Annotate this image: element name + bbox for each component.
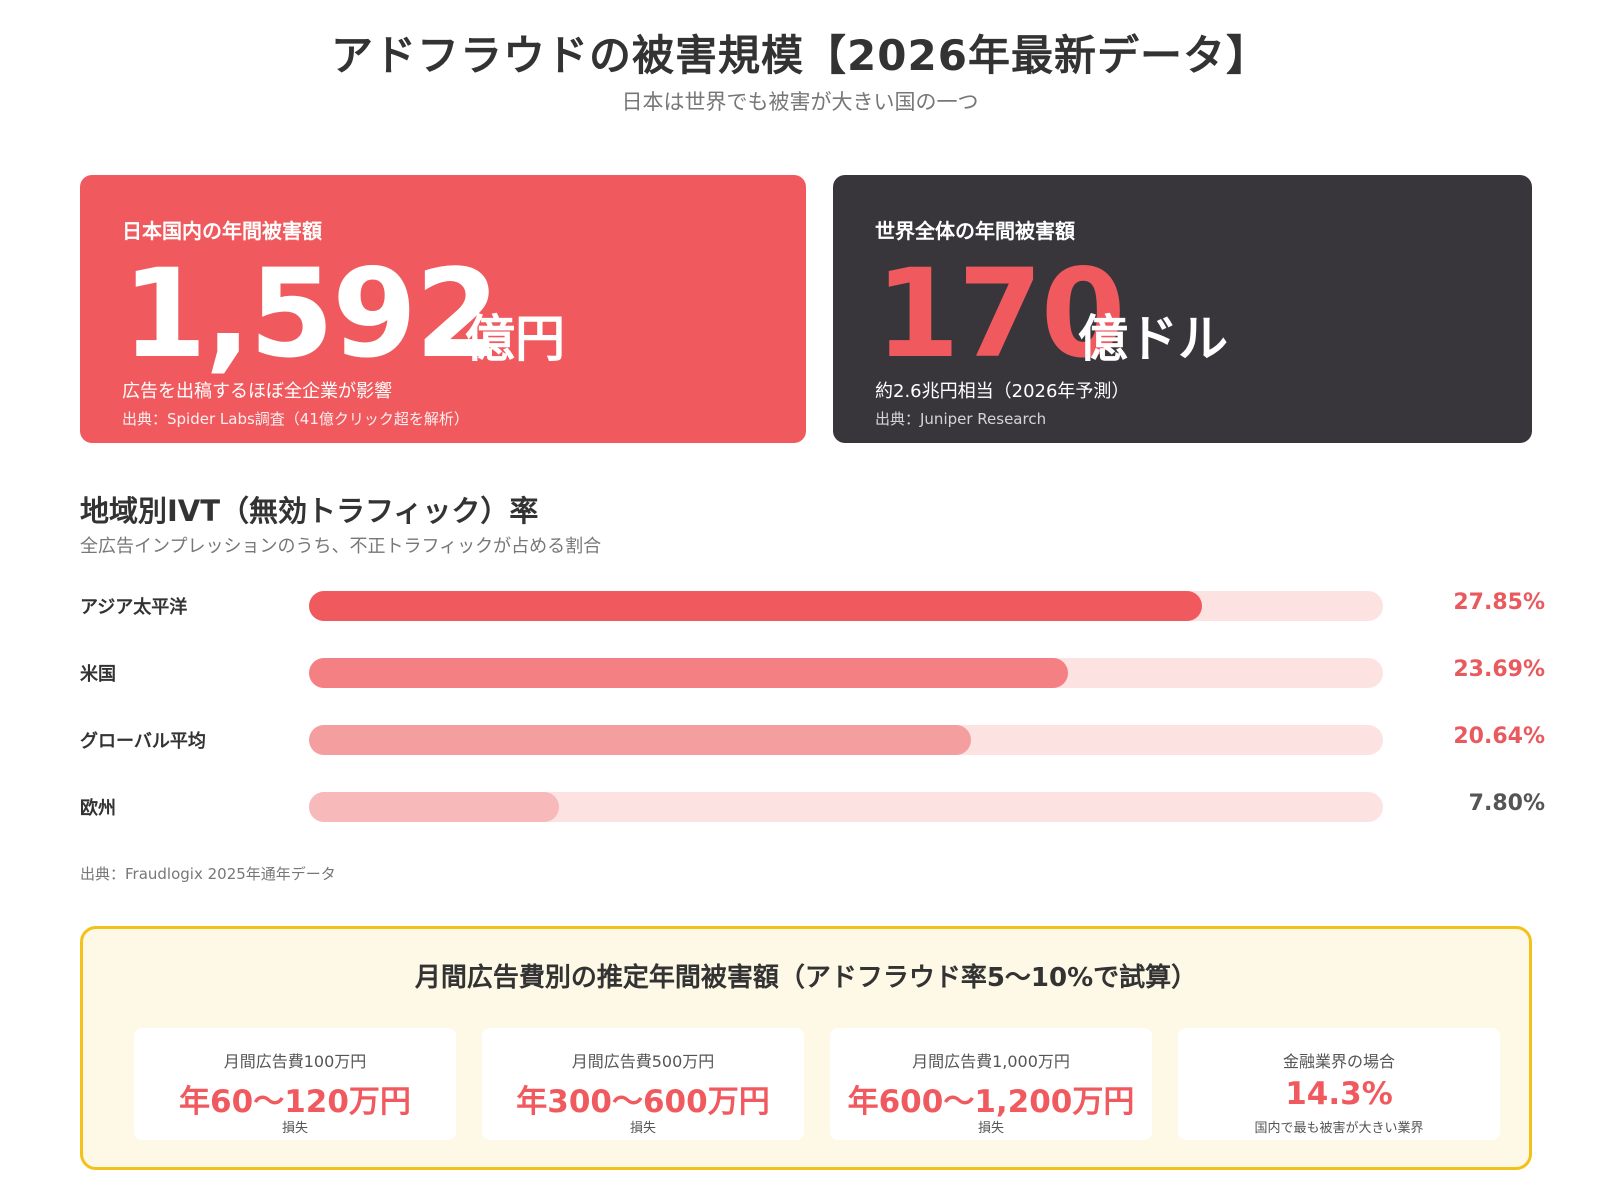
- estimate-card-label: 月間広告費500万円: [571, 1052, 715, 1071]
- world-card-description: 約2.6兆円相当（2026年予測）: [875, 381, 1130, 402]
- bar-value-label: 7.80%: [1468, 791, 1545, 816]
- bar: [309, 725, 971, 755]
- bar-value-label: 23.69%: [1453, 657, 1545, 682]
- estimate-title: 月間広告費別の推定年間被害額（アドフラウド率5〜10%で試算）: [414, 963, 1198, 993]
- estimate-card-label: 金融業界の場合: [1282, 1052, 1395, 1071]
- estimate-card-label: 月間広告費100万円: [223, 1052, 367, 1071]
- bar-label: 欧州: [80, 798, 116, 819]
- bar-track: [309, 725, 1383, 755]
- bar: [309, 591, 1202, 621]
- world-card-label: 世界全体の年間被害額: [875, 219, 1075, 243]
- estimate-card-note: 損失: [629, 1121, 656, 1136]
- estimate-card-value: 年60〜120万円: [179, 1084, 411, 1120]
- estimate-card: 月間広告費500万円 年300〜600万円 損失: [482, 1028, 804, 1140]
- ivt-section-subtitle: 全広告インプレッションのうち、不正トラフィックが占める割合: [80, 536, 602, 557]
- bar-track: [309, 792, 1383, 822]
- world-damage-value: 170: [875, 243, 1126, 385]
- bar: [309, 792, 559, 822]
- japan-card-description: 広告を出稿するほぼ全企業が影響: [122, 381, 392, 402]
- japan-damage-card: 日本国内の年間被害額 1,592 億円 広告を出稿するほぼ全企業が影響 出典：S…: [80, 175, 806, 443]
- bar-track: [309, 658, 1383, 688]
- japan-damage-value: 1,592: [122, 243, 500, 385]
- estimate-card: 月間広告費1,000万円 年600〜1,200万円 損失: [830, 1028, 1152, 1140]
- ivt-chart-source: 出典：Fraudlogix 2025年通年データ: [80, 865, 336, 883]
- estimate-card: 金融業界の場合 14.3% 国内で最も被害が大きい業界: [1178, 1028, 1500, 1140]
- bar-label: 米国: [80, 664, 116, 685]
- page-title: アドフラウドの被害規模【2026年最新データ】: [331, 31, 1269, 80]
- estimate-card: 月間広告費100万円 年60〜120万円 損失: [134, 1028, 456, 1140]
- estimate-card-value: 14.3%: [1285, 1076, 1393, 1112]
- estimate-card-value: 年300〜600万円: [516, 1084, 770, 1120]
- estimate-card-value: 年600〜1,200万円: [847, 1084, 1135, 1120]
- japan-card-label: 日本国内の年間被害額: [122, 219, 322, 243]
- bar-label: グローバル平均: [80, 731, 206, 752]
- bar-value-label: 27.85%: [1453, 590, 1545, 615]
- bar: [309, 658, 1068, 688]
- japan-damage-unit: 億円: [465, 310, 565, 368]
- estimate-card-note: 損失: [281, 1121, 308, 1136]
- bar-value-label: 20.64%: [1453, 724, 1545, 749]
- estimate-card-label: 月間広告費1,000万円: [912, 1052, 1070, 1071]
- page-subtitle: 日本は世界でも被害が大きい国の一つ: [621, 90, 979, 114]
- estimate-card-note: 国内で最も被害が大きい業界: [1254, 1121, 1424, 1136]
- world-card-source: 出典：Juniper Research: [875, 410, 1047, 428]
- ivt-bar-chart: アジア太平洋 27.85% 米国 23.69% グローバル平均 20.64% 欧州 7.80%: [0, 580, 1600, 840]
- world-damage-unit: 億ドル: [1078, 310, 1228, 368]
- world-damage-card: 世界全体の年間被害額 170 億ドル 約2.6兆円相当（2026年予測） 出典：…: [833, 175, 1532, 443]
- ivt-section-title: 地域別IVT（無効トラフィック）率: [80, 494, 539, 528]
- bar-track: [309, 591, 1383, 621]
- japan-card-source: 出典：Spider Labs調査（41億クリック超を解析）: [122, 410, 469, 428]
- bar-label: アジア太平洋: [80, 597, 188, 618]
- estimate-panel: 月間広告費別の推定年間被害額（アドフラウド率5〜10%で試算） 月間広告費100…: [80, 926, 1532, 1170]
- estimate-card-note: 損失: [977, 1121, 1004, 1136]
